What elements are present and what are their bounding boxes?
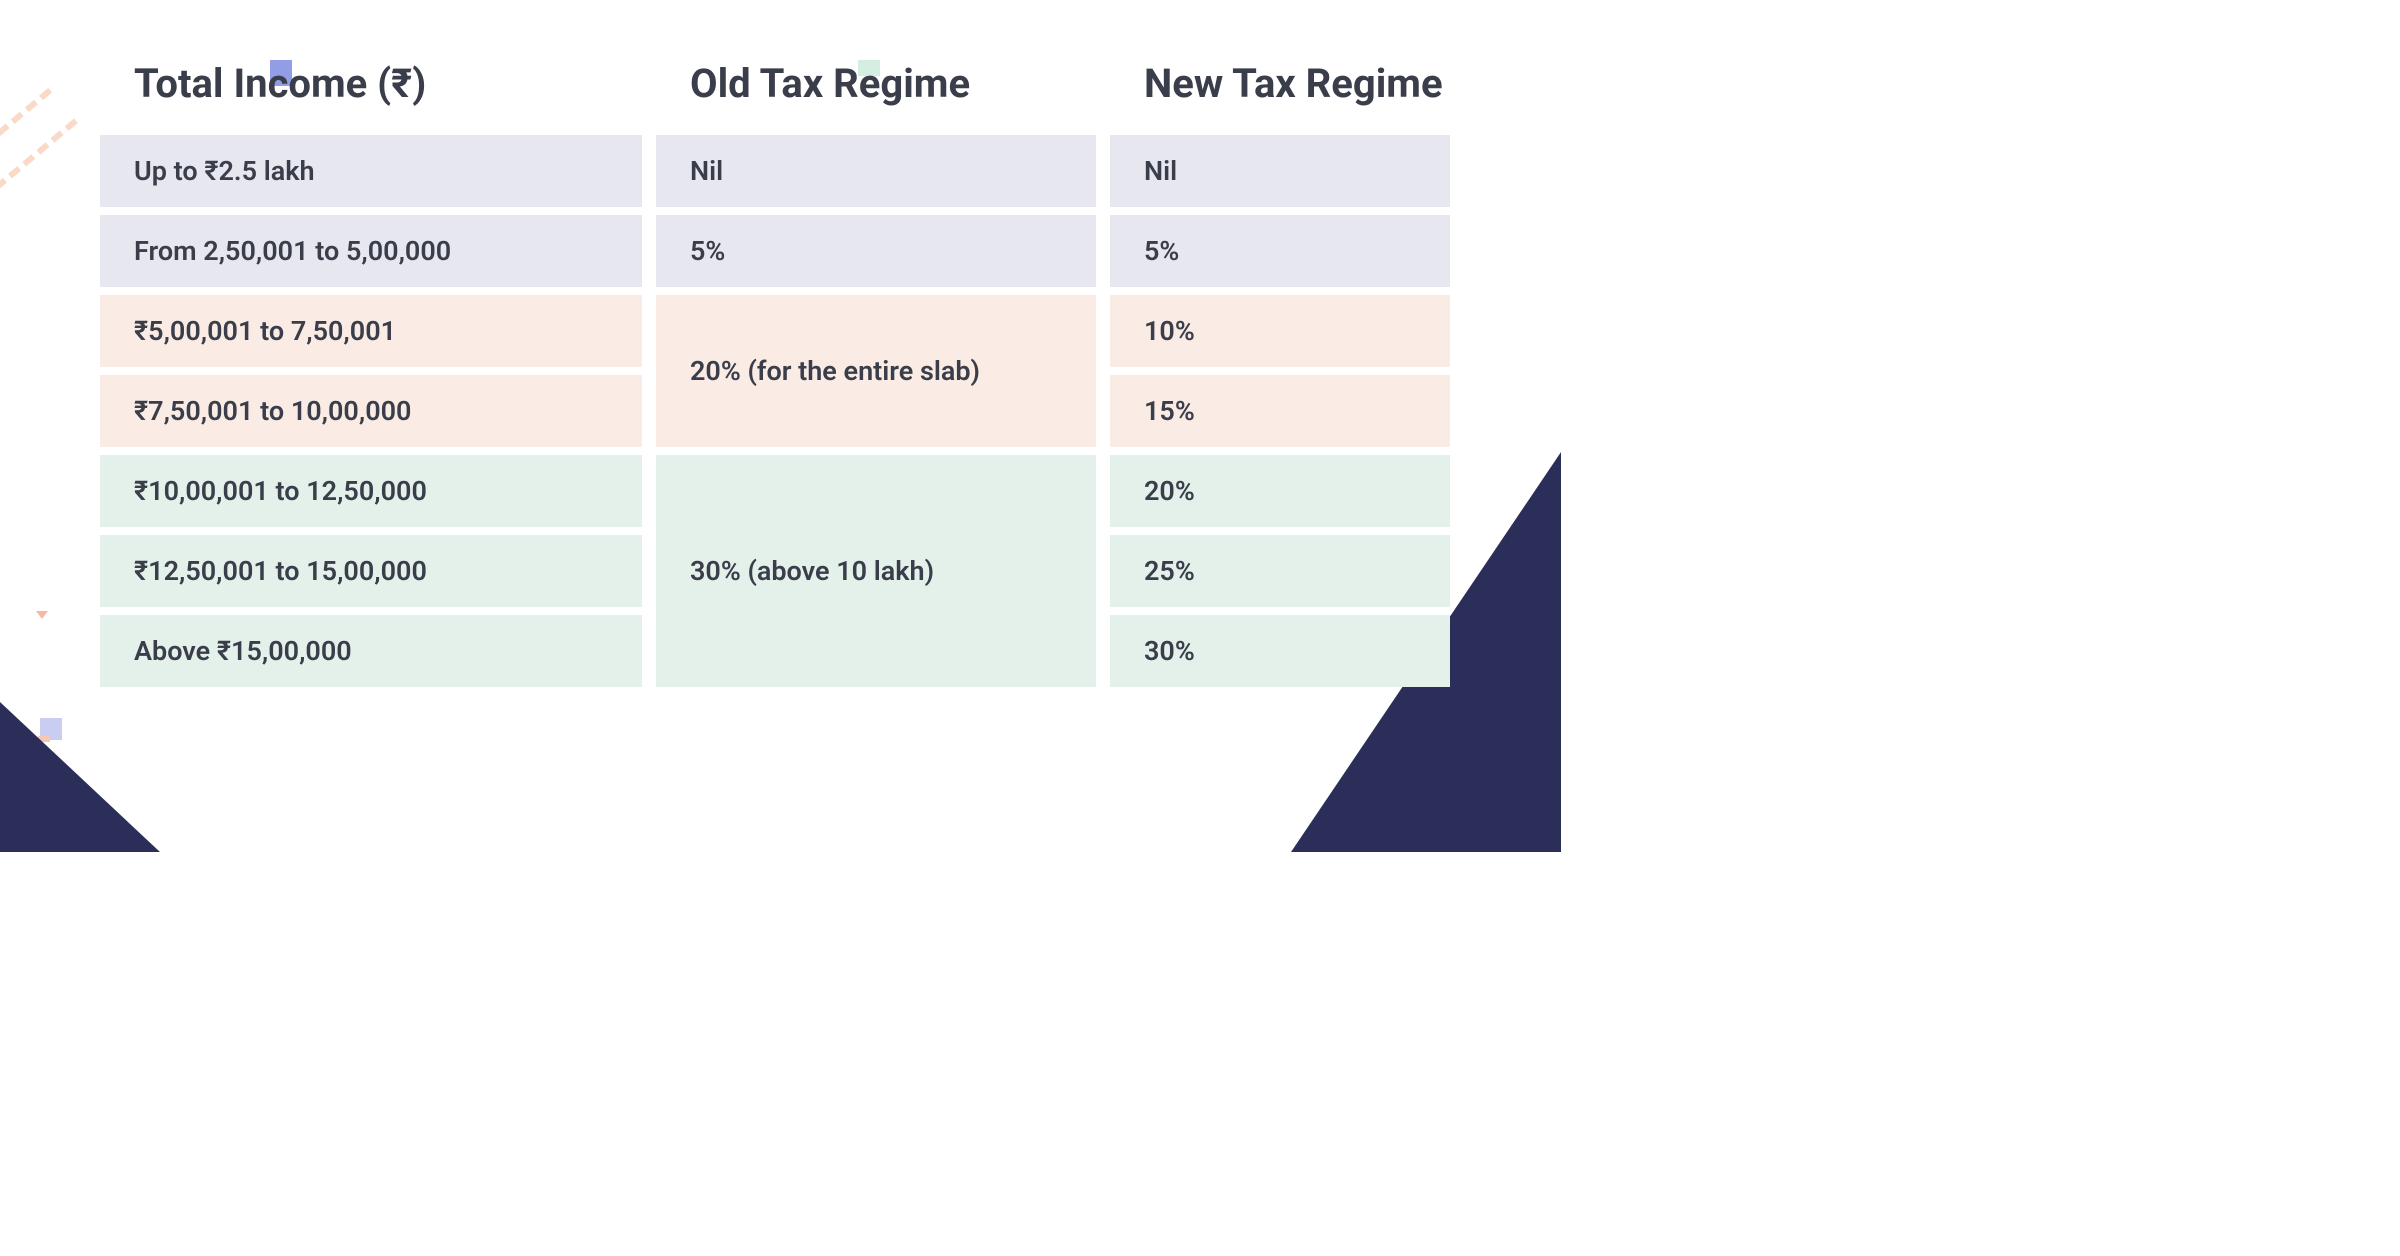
cell-new: Nil — [1110, 135, 1450, 207]
cell-new: 20% — [1110, 455, 1450, 527]
table-row: Up to ₹2.5 lakh Nil Nil — [100, 135, 1461, 207]
header-new-regime: New Tax Regime — [1110, 60, 1450, 107]
table-row-group: ₹10,00,001 to 12,50,000 ₹12,50,001 to 15… — [100, 455, 1461, 687]
cell-new: 25% — [1110, 535, 1450, 607]
cell-old-merged: 20% (for the entire slab) — [656, 295, 1096, 447]
table-row: From 2,50,001 to 5,00,000 5% 5% — [100, 215, 1461, 287]
table-header-row: Total Income (₹) Old Tax Regime New Tax … — [100, 60, 1461, 107]
cell-old: 5% — [656, 215, 1096, 287]
cell-old-merged: 30% (above 10 lakh) — [656, 455, 1096, 687]
decorative-triangle — [36, 611, 48, 619]
cell-new: 15% — [1110, 375, 1450, 447]
header-income: Total Income (₹) — [100, 60, 642, 107]
decorative-corner — [0, 702, 160, 852]
cell-old: Nil — [656, 135, 1096, 207]
cell-income: Up to ₹2.5 lakh — [100, 135, 642, 207]
cell-income: ₹5,00,001 to 7,50,001 — [100, 295, 642, 367]
cell-income: From 2,50,001 to 5,00,000 — [100, 215, 642, 287]
header-old-regime: Old Tax Regime — [656, 60, 1096, 107]
table-row-group: ₹5,00,001 to 7,50,001 ₹7,50,001 to 10,00… — [100, 295, 1461, 447]
cell-new: 10% — [1110, 295, 1450, 367]
cell-income: ₹12,50,001 to 15,00,000 — [100, 535, 642, 607]
tax-table: Total Income (₹) Old Tax Regime New Tax … — [100, 60, 1461, 687]
cell-new: 30% — [1110, 615, 1450, 687]
cell-income: ₹7,50,001 to 10,00,000 — [100, 375, 642, 447]
cell-income: ₹10,00,001 to 12,50,000 — [100, 455, 642, 527]
cell-new: 5% — [1110, 215, 1450, 287]
cell-income: Above ₹15,00,000 — [100, 615, 642, 687]
